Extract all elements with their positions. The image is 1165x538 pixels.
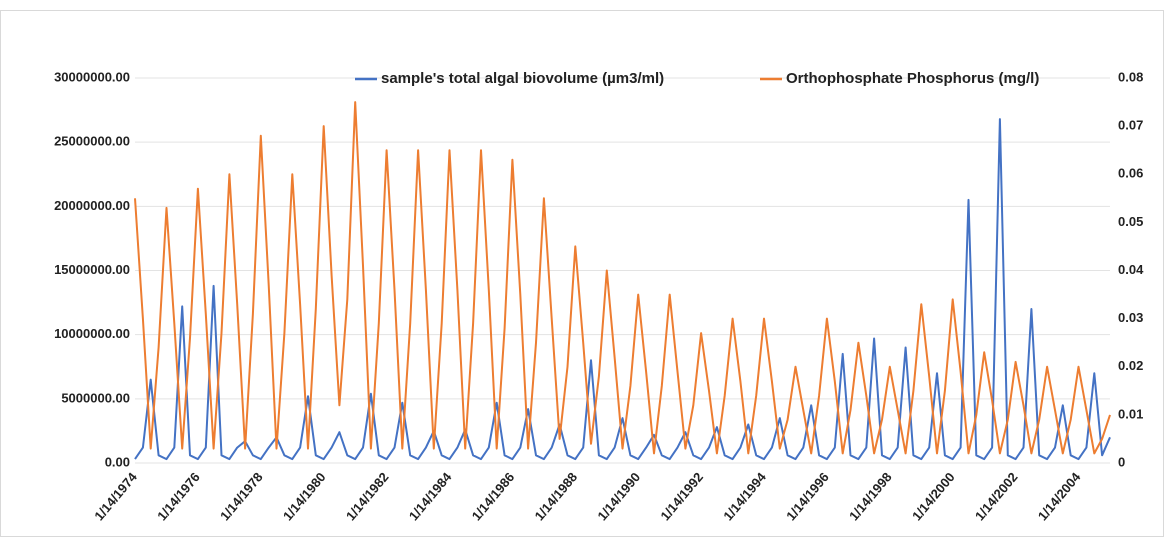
y-tick-label: 0.00 — [105, 454, 130, 469]
x-tick-label: 1/14/1982 — [343, 469, 392, 523]
x-tick-label: 1/14/2002 — [972, 469, 1021, 523]
y-tick-label: 20000000.00 — [54, 198, 130, 213]
y2-tick-label: 0.04 — [1118, 262, 1144, 277]
x-tick-label: 1/14/1980 — [280, 469, 329, 523]
y2-tick-label: 0 — [1118, 454, 1125, 469]
legend-label: sample's total algal biovolume (µm3/ml) — [381, 70, 664, 87]
y-tick-label: 15000000.00 — [54, 262, 130, 277]
y2-tick-label: 0.06 — [1118, 166, 1143, 181]
x-tick-label: 1/14/1990 — [594, 469, 643, 523]
chart-frame — [0, 10, 1164, 537]
series-line — [134, 118, 1111, 461]
x-tick-label: 1/14/1976 — [154, 469, 203, 523]
x-tick-label: 1/14/1988 — [532, 469, 581, 523]
y2-tick-label: 0.03 — [1118, 310, 1143, 325]
y-tick-label: 10000000.00 — [54, 326, 130, 341]
x-tick-label: 1/14/1998 — [846, 469, 895, 523]
y2-tick-label: 0.07 — [1118, 118, 1143, 133]
y-tick-label: 5000000.00 — [61, 390, 130, 405]
legend-label: Orthophosphate Phosphorus (mg/l) — [786, 70, 1039, 87]
x-tick-label: 1/14/1992 — [657, 469, 706, 523]
x-tick-label: 1/14/1984 — [406, 469, 455, 524]
y2-tick-label: 0.05 — [1118, 214, 1143, 229]
y2-tick-label: 0.02 — [1118, 358, 1143, 373]
y2-tick-label: 0.01 — [1118, 406, 1143, 421]
x-tick-label: 1/14/1974 — [91, 469, 140, 524]
x-tick-label: 1/14/2000 — [909, 469, 958, 523]
y2-tick-label: 0.08 — [1118, 69, 1143, 84]
x-tick-label: 1/14/1996 — [783, 469, 832, 523]
x-tick-label: 1/14/1978 — [217, 469, 266, 523]
x-tick-label: 1/14/2004 — [1035, 469, 1084, 524]
x-tick-label: 1/14/1994 — [720, 469, 769, 524]
y-tick-label: 30000000.00 — [54, 69, 130, 84]
series-line — [134, 101, 1111, 455]
x-tick-label: 1/14/1986 — [469, 469, 518, 523]
y-tick-label: 25000000.00 — [54, 134, 130, 149]
